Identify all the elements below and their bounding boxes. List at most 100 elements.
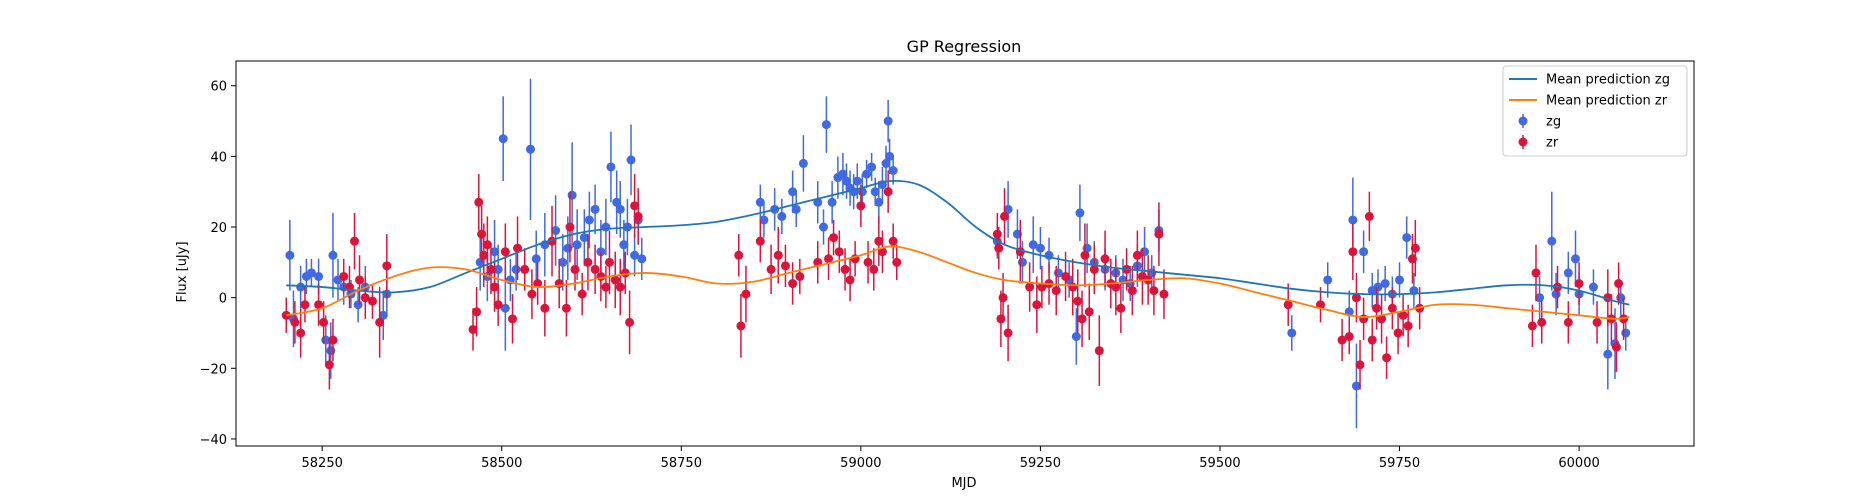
series-zg-marker: [1003, 204, 1013, 214]
series-zg-marker: [353, 300, 363, 310]
series-zr-marker: [1382, 353, 1392, 363]
series-zr-marker: [834, 247, 844, 257]
series-zg-point: [1395, 262, 1405, 298]
series-zr-marker: [300, 300, 310, 310]
x-tick-label: 59250: [1020, 456, 1061, 471]
y-tick-label: 0: [219, 292, 227, 307]
series-zr-marker: [577, 289, 587, 299]
series-zg-marker: [1017, 257, 1027, 267]
series-zr-marker: [1000, 211, 1010, 221]
series-zg-marker: [798, 158, 808, 168]
series-zr-marker: [1614, 279, 1624, 289]
series-zg-point: [378, 290, 388, 341]
series-zr-point: [1592, 301, 1602, 344]
series-zr-marker: [570, 264, 580, 274]
series-zg-marker: [572, 240, 582, 250]
series-zr-point: [527, 269, 537, 319]
series-zr-point: [610, 251, 620, 309]
series-zg-point: [531, 230, 541, 288]
series-zr-marker: [1003, 328, 1013, 338]
series-zr-point: [1000, 188, 1010, 245]
series-zg-marker: [498, 134, 508, 144]
series-zg-marker: [579, 233, 589, 243]
series-zr-point: [577, 272, 587, 316]
x-axis-ticks: 58250 58500 58750 59000 59250 59500 59750 60000: [302, 446, 1600, 471]
series-zr-marker: [1574, 279, 1584, 289]
series-zg-point: [630, 234, 640, 277]
series-zr-marker: [350, 236, 360, 246]
series-zr-point: [1084, 283, 1094, 341]
y-axis-label: Flux [uJy]: [175, 241, 190, 302]
plot-area: [281, 78, 1631, 429]
series-zr-point: [1574, 262, 1584, 305]
series-zg-point: [827, 181, 837, 224]
series-zg-point: [759, 202, 769, 238]
series-zg-point: [862, 159, 872, 189]
series-zg-point: [579, 209, 589, 266]
series-zg-marker: [777, 211, 787, 221]
series-zr-marker: [630, 201, 640, 211]
series-zg-marker: [881, 158, 891, 168]
series-zg-point: [798, 135, 808, 192]
legend-label: zg: [1546, 115, 1561, 130]
series-zr-point: [1073, 269, 1083, 333]
series-zr-marker: [1077, 314, 1087, 324]
series-zr-marker: [1410, 243, 1420, 253]
x-tick-label: 60000: [1558, 456, 1599, 471]
series-zg-point: [1563, 251, 1573, 295]
series-zg-marker: [1348, 215, 1358, 225]
legend-marker-swatch: [1518, 137, 1528, 147]
series-zg-marker: [862, 169, 872, 179]
series-zr-marker: [1094, 346, 1104, 356]
series-zg-point: [1551, 272, 1561, 316]
series-zg-marker: [827, 197, 837, 207]
series-zr-marker: [1111, 282, 1121, 292]
x-tick-label: 59000: [840, 456, 881, 471]
series-zr-marker: [540, 303, 550, 313]
series-zr-marker: [1037, 282, 1047, 292]
series-zg-point: [1035, 227, 1045, 270]
series-zr-marker: [1377, 314, 1387, 324]
series-zr-point: [766, 244, 776, 295]
series-zr-marker: [520, 264, 530, 274]
series-zr-marker: [472, 307, 482, 317]
series-zr-point: [874, 216, 884, 266]
series-zg-marker: [558, 257, 568, 267]
series-zg-marker: [1535, 293, 1545, 303]
series-zg-point: [755, 184, 765, 220]
series-zr-point: [1410, 219, 1420, 277]
series-zr-point: [1398, 294, 1408, 337]
series-zr-point: [500, 223, 510, 280]
series-zr-point: [328, 318, 338, 362]
series-zg-marker: [1323, 275, 1333, 285]
series-zr-point: [533, 262, 543, 305]
series-zg-marker: [630, 250, 640, 260]
series-zr-point: [590, 244, 600, 295]
series-zg-marker: [500, 303, 510, 313]
series-zr-marker: [1364, 211, 1374, 221]
series-zg-point: [1028, 216, 1038, 273]
series-zr-point: [314, 283, 324, 326]
series-zg-marker: [1373, 282, 1383, 292]
series-zr-marker: [1159, 289, 1169, 299]
series-zg-marker: [791, 204, 801, 214]
series-zr-point: [520, 248, 530, 291]
series-zr-marker: [892, 257, 902, 267]
series-zg-point: [353, 287, 363, 323]
series-zg-point: [852, 163, 862, 199]
series-zr-point: [998, 272, 1008, 323]
series-zg-marker: [1035, 243, 1045, 253]
series-zr-marker: [829, 233, 839, 243]
series-zr-marker: [996, 314, 1006, 324]
series-zr-point: [360, 276, 370, 319]
series-zr-point: [795, 258, 805, 295]
series-zr-marker: [508, 314, 518, 324]
series-zg-marker: [1395, 275, 1405, 285]
series-zg-marker: [838, 169, 848, 179]
series-zg-marker: [819, 222, 829, 232]
series-zr-point: [1527, 304, 1537, 348]
series-zr-marker: [625, 317, 635, 327]
series-zr-marker: [1132, 250, 1142, 260]
series-zr-marker: [1337, 335, 1347, 345]
